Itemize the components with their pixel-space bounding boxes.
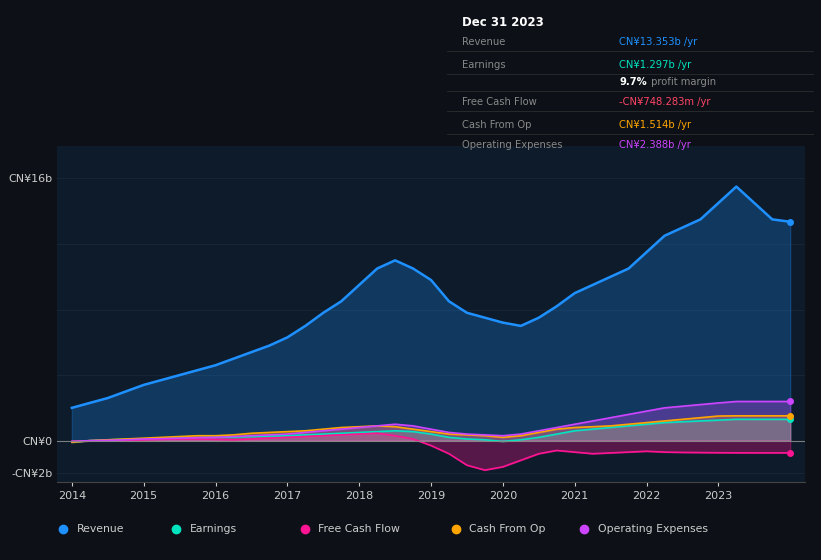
- Text: profit margin: profit margin: [649, 77, 717, 87]
- Text: CN¥1.514b /yr: CN¥1.514b /yr: [619, 120, 691, 130]
- Text: Revenue: Revenue: [76, 524, 124, 534]
- Text: Dec 31 2023: Dec 31 2023: [462, 16, 544, 29]
- Text: Free Cash Flow: Free Cash Flow: [319, 524, 400, 534]
- Text: 9.7%: 9.7%: [619, 77, 647, 87]
- Text: Cash From Op: Cash From Op: [470, 524, 546, 534]
- Text: Earnings: Earnings: [462, 60, 506, 70]
- Text: CN¥13.353b /yr: CN¥13.353b /yr: [619, 37, 697, 47]
- Text: Operating Expenses: Operating Expenses: [598, 524, 708, 534]
- Text: CN¥2.388b /yr: CN¥2.388b /yr: [619, 140, 691, 150]
- Text: Cash From Op: Cash From Op: [462, 120, 531, 130]
- Text: CN¥1.297b /yr: CN¥1.297b /yr: [619, 60, 691, 70]
- Text: Revenue: Revenue: [462, 37, 506, 47]
- Text: Earnings: Earnings: [190, 524, 237, 534]
- Text: Operating Expenses: Operating Expenses: [462, 140, 562, 150]
- Text: -CN¥748.283m /yr: -CN¥748.283m /yr: [619, 97, 711, 107]
- Text: Free Cash Flow: Free Cash Flow: [462, 97, 537, 107]
